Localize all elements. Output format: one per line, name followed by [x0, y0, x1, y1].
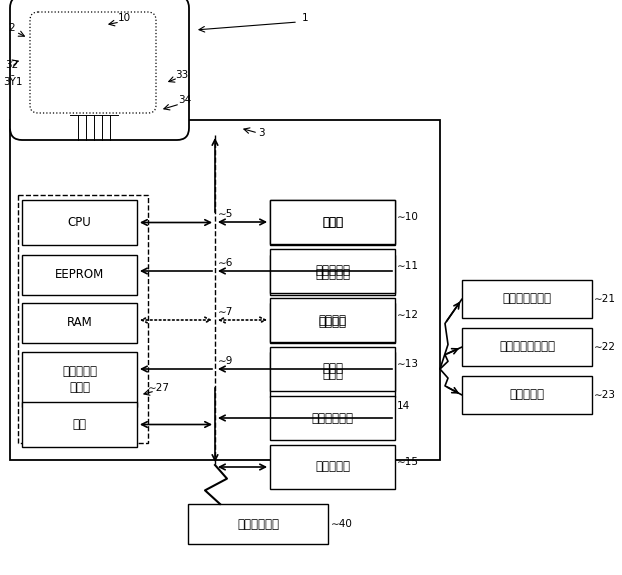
- Text: 3: 3: [258, 128, 264, 138]
- Text: 34: 34: [178, 95, 191, 105]
- Text: 2: 2: [8, 23, 15, 33]
- Bar: [462, 376, 592, 414]
- Text: 心拍センサ: 心拍センサ: [509, 389, 544, 401]
- Bar: [270, 352, 395, 397]
- Text: 表示部: 表示部: [322, 216, 343, 228]
- Bar: [22, 352, 137, 407]
- Text: スピーカ: スピーカ: [318, 313, 346, 327]
- Bar: [10, 120, 440, 460]
- Text: 無線通信部: 無線通信部: [315, 461, 350, 473]
- Text: ∼23: ∼23: [594, 390, 616, 400]
- Text: 操作ボタン: 操作ボタン: [315, 264, 350, 278]
- Bar: [270, 445, 395, 489]
- Text: ∼27: ∼27: [148, 383, 170, 393]
- Text: 高度計: 高度計: [322, 368, 343, 381]
- Text: スピードセンサ: スピードセンサ: [503, 293, 552, 305]
- Text: 操作ボタン: 操作ボタン: [315, 269, 350, 282]
- Text: 高度計: 高度計: [322, 362, 343, 375]
- Text: 3Ȳ1: 3Ȳ1: [3, 77, 22, 87]
- Text: ∼13: ∼13: [397, 359, 419, 369]
- Text: スピーカ: スピーカ: [318, 316, 346, 329]
- Bar: [22, 200, 137, 245]
- Bar: [270, 303, 395, 343]
- Bar: [18, 195, 148, 443]
- Text: ∼10: ∼10: [397, 212, 419, 222]
- Text: 1: 1: [302, 13, 309, 23]
- Text: 14: 14: [397, 401, 411, 411]
- Text: ∼22: ∼22: [594, 342, 616, 352]
- Text: 33: 33: [175, 70, 188, 80]
- FancyBboxPatch shape: [30, 12, 156, 113]
- FancyBboxPatch shape: [10, 0, 189, 140]
- Text: 他のサイコン: 他のサイコン: [237, 518, 279, 531]
- Bar: [462, 280, 592, 318]
- Bar: [270, 200, 395, 244]
- Bar: [270, 298, 395, 342]
- Bar: [270, 249, 395, 293]
- Text: ∼21: ∼21: [594, 294, 616, 304]
- Bar: [270, 200, 395, 245]
- Text: CPU: CPU: [68, 216, 91, 229]
- Bar: [270, 255, 395, 295]
- Text: ケイデンスセンサ: ケイデンスセンサ: [499, 340, 555, 354]
- Text: ∼9: ∼9: [218, 356, 233, 366]
- Text: ∼11: ∼11: [397, 261, 419, 271]
- Bar: [22, 402, 137, 447]
- Text: ∼40: ∼40: [331, 519, 353, 529]
- Text: 10: 10: [118, 13, 131, 23]
- Text: 電池: 電池: [73, 418, 86, 431]
- Text: 表示部: 表示部: [322, 216, 343, 229]
- Bar: [270, 347, 395, 391]
- Text: フラッシュ
メモリ: フラッシュ メモリ: [62, 365, 97, 394]
- Bar: [22, 255, 137, 295]
- Text: ∼5: ∼5: [218, 209, 233, 219]
- Bar: [188, 504, 328, 544]
- Text: ∼7: ∼7: [218, 307, 233, 317]
- Bar: [462, 328, 592, 366]
- Text: 32: 32: [5, 60, 18, 70]
- Text: ∼15: ∼15: [397, 457, 419, 467]
- Bar: [22, 303, 137, 343]
- Text: センサ受信部: センサ受信部: [312, 412, 353, 424]
- Text: ∼12: ∼12: [397, 310, 419, 320]
- Text: EEPROM: EEPROM: [55, 269, 104, 282]
- Bar: [270, 396, 395, 440]
- Text: ∼6: ∼6: [218, 258, 233, 268]
- Text: RAM: RAM: [67, 316, 93, 329]
